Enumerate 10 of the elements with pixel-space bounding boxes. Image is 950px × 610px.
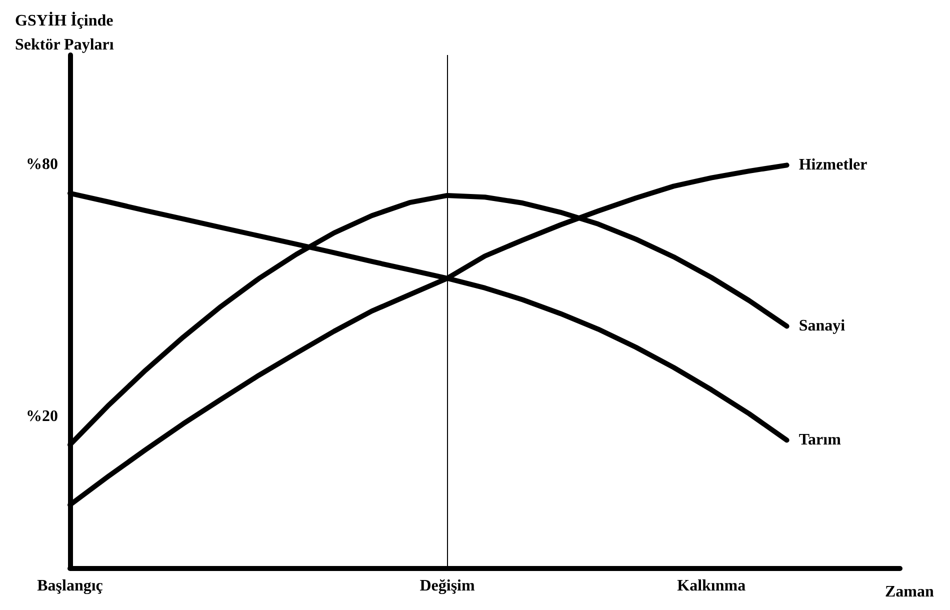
- series-label: Tarım: [798, 432, 842, 449]
- x-tick-label: Başlangıç: [37, 578, 103, 594]
- x-tick-label: Kalkınma: [677, 578, 746, 594]
- y-tick-label: %80: [26, 156, 58, 173]
- y-axis-title: GSYİH İçinde Sektör Payları: [15, 12, 118, 54]
- series-label: Sanayi: [798, 318, 846, 335]
- x-axis-title: Zaman: [885, 584, 934, 600]
- y-tick-label: %20: [26, 408, 58, 426]
- x-tick-label: Değişim: [420, 578, 476, 594]
- series-label: Hizmetler: [798, 156, 868, 174]
